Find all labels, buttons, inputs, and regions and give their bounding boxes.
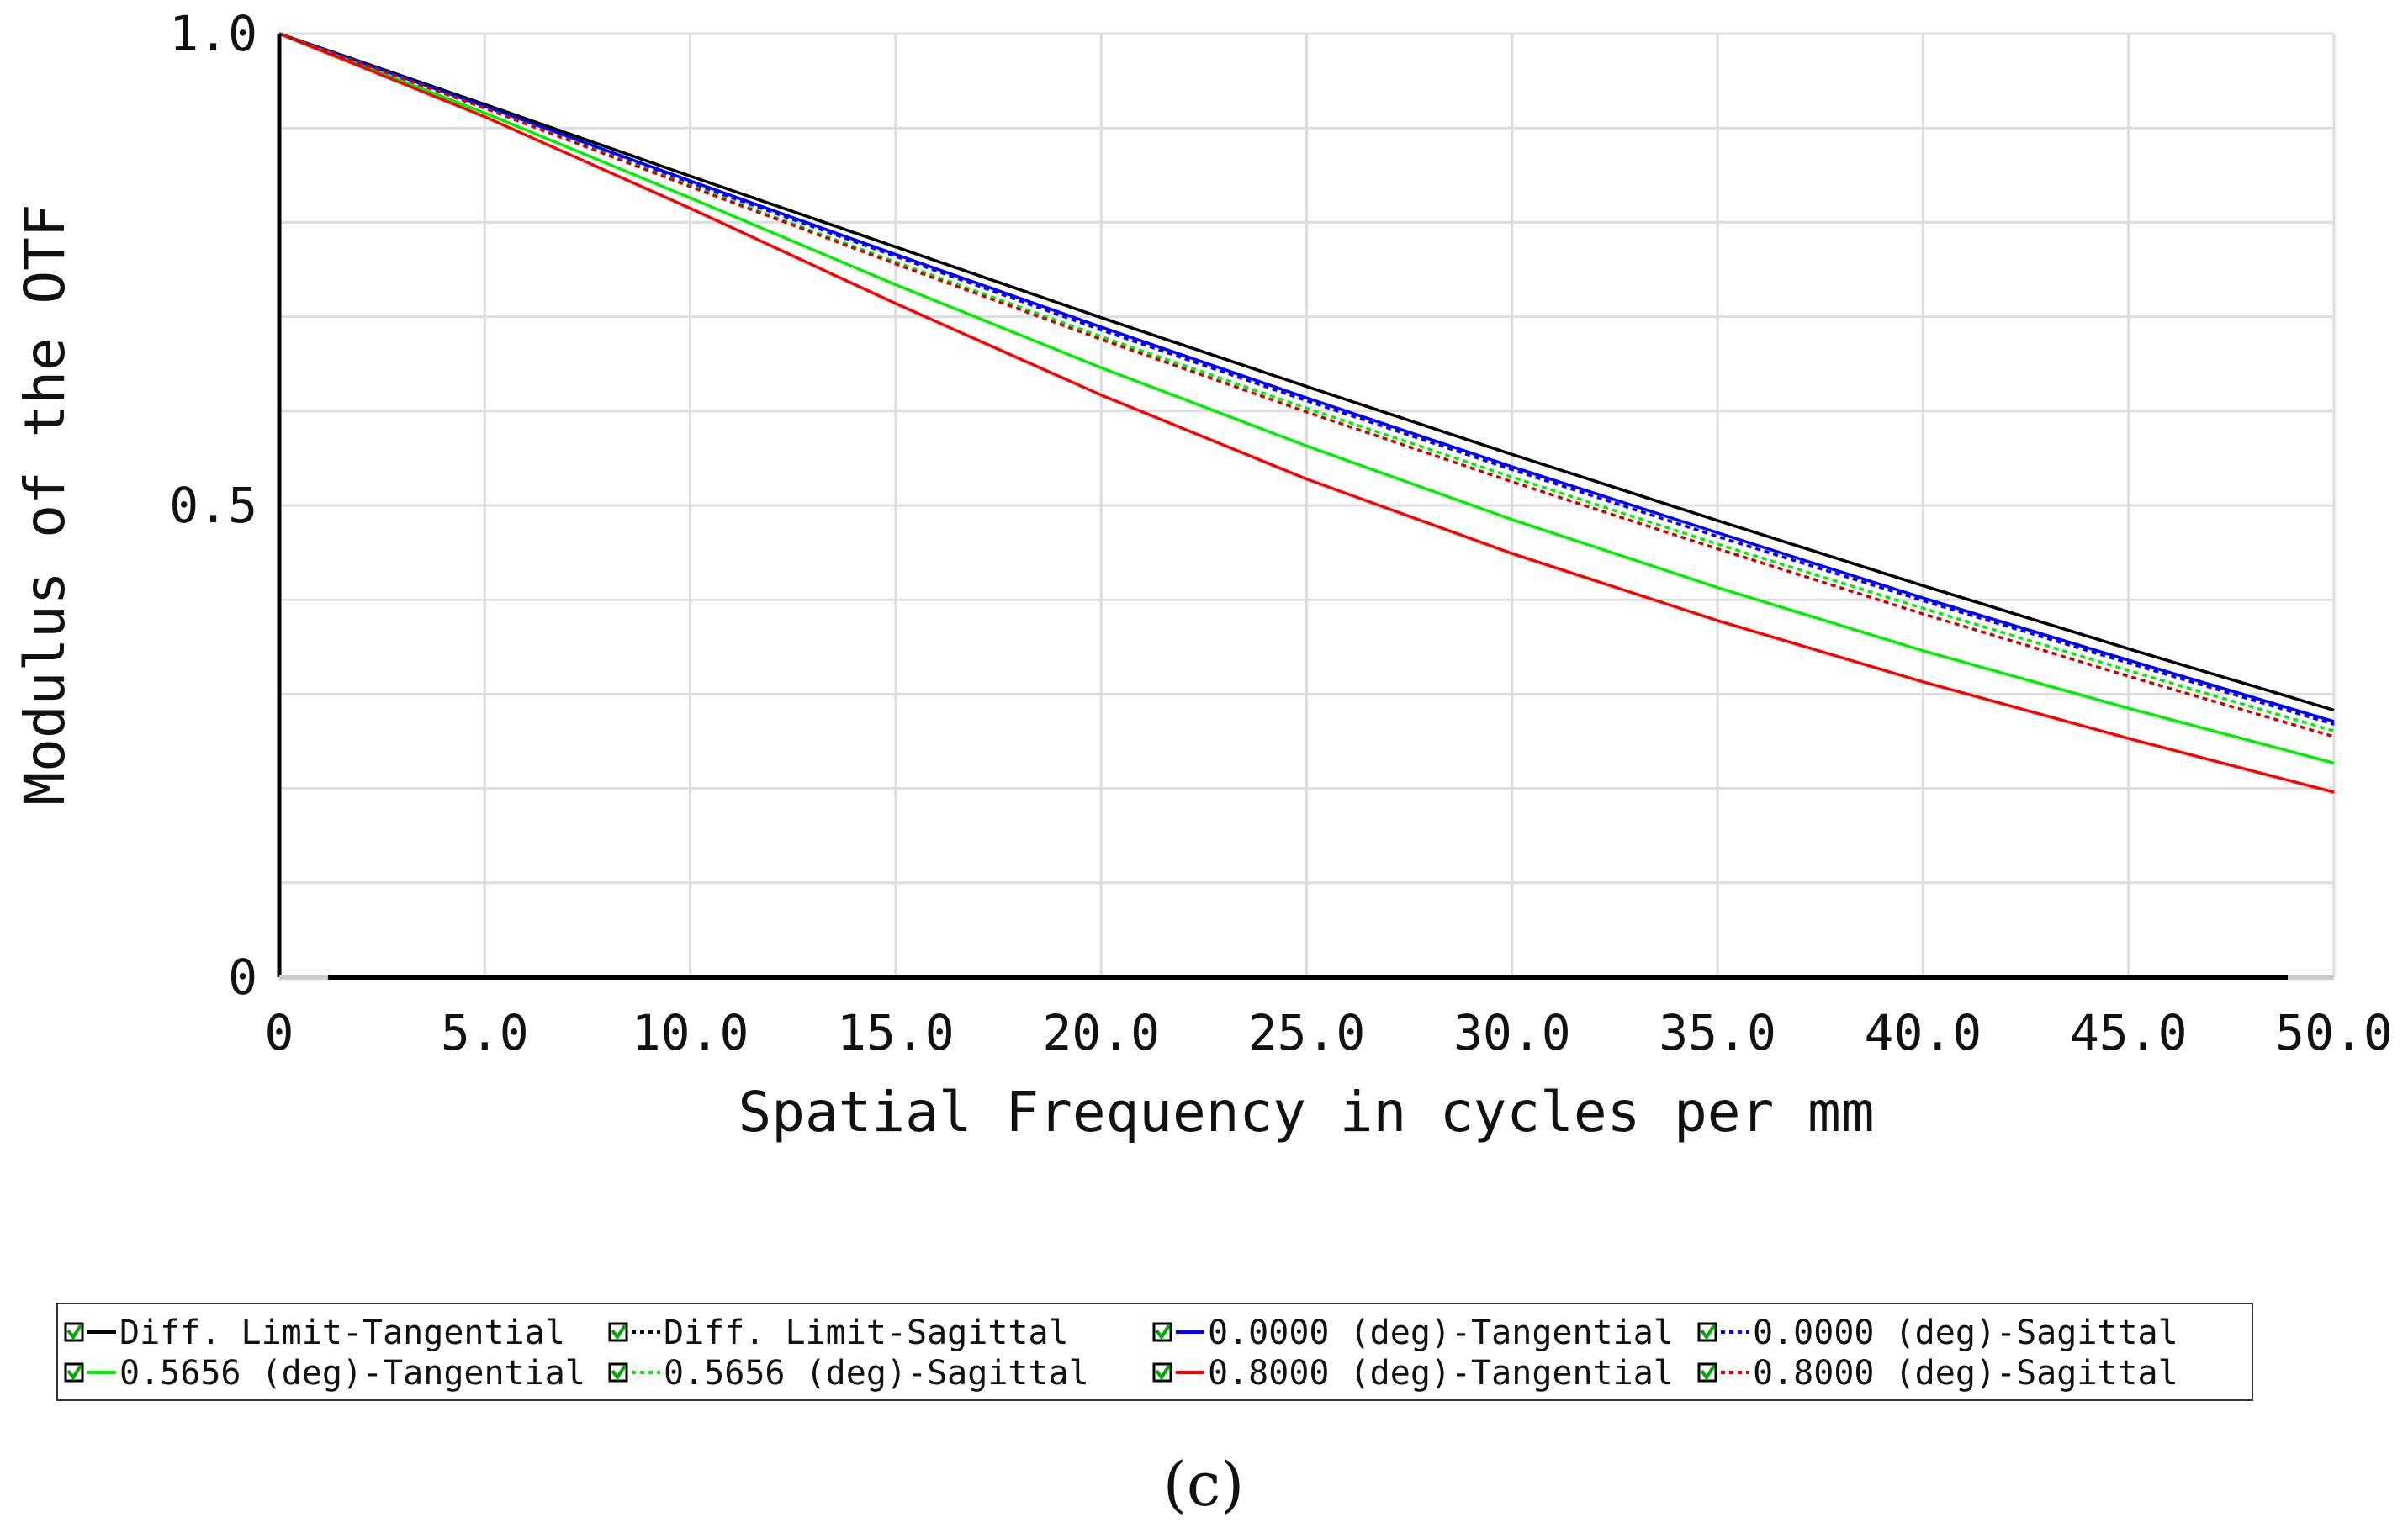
x-tick-label: 10.0 (632, 1004, 749, 1061)
grid (279, 32, 2336, 977)
series-line-4 (278, 32, 2335, 726)
series-line-3 (278, 32, 2335, 723)
legend-item: 0.8000 (deg)-Tangential (1152, 1354, 1674, 1393)
legend-label: 0.0000 (deg)-Tangential (1208, 1314, 1674, 1352)
legend-item: Diff. Limit-Sagittal (608, 1314, 1069, 1352)
legend-label: Diff. Limit-Sagittal (664, 1314, 1069, 1352)
legend-label: 0.5656 (deg)-Tangential (119, 1354, 585, 1393)
y-tick-label: 1.0 (169, 5, 257, 62)
legend-check-icon (1155, 1324, 1171, 1340)
x-tick-labels: 0 5.0 10.0 15.0 20.0 25.0 30.0 35.0 40.0 45.0 50.0 (265, 1004, 2393, 1061)
legend-item: 0.5656 (deg)-Sagittal (608, 1354, 1089, 1393)
legend-item: 0.0000 (deg)-Tangential (1152, 1314, 1674, 1352)
x-tick-label: 35.0 (1659, 1004, 1776, 1061)
legend-check-icon (66, 1324, 82, 1340)
legend-check-icon (66, 1364, 82, 1381)
series-line-2 (278, 32, 2335, 712)
series-line-5 (278, 32, 2335, 764)
legend-label: 0.5656 (deg)-Sagittal (664, 1354, 1089, 1393)
legend-label: 0.8000 (deg)-Sagittal (1753, 1354, 2178, 1393)
legend-item: 0.0000 (deg)-Sagittal (1697, 1314, 2178, 1352)
legend-label: Diff. Limit-Tangential (119, 1314, 565, 1352)
legend-check-icon (1700, 1364, 1716, 1381)
x-axis-title: Spatial Frequency in cycles per mm (738, 1080, 1874, 1145)
figure-caption: (c) (1163, 1449, 1245, 1520)
legend-check-icon (611, 1324, 627, 1340)
legend-check-icon (1155, 1364, 1171, 1381)
axes (277, 34, 2334, 980)
legend: Diff. Limit-Tangential Diff. Limit-Sagitt… (56, 1303, 2253, 1401)
x-tick-label: 45.0 (2070, 1004, 2188, 1061)
legend-check-icon (1700, 1324, 1716, 1340)
legend-check-icon (611, 1364, 627, 1381)
legend-label: 0.8000 (deg)-Tangential (1208, 1354, 1674, 1393)
legend-label: 0.0000 (deg)-Sagittal (1753, 1314, 2178, 1352)
legend-item: 0.8000 (deg)-Sagittal (1697, 1354, 2178, 1393)
x-tick-label: 20.0 (1042, 1004, 1160, 1061)
x-tick-label: 30.0 (1453, 1004, 1571, 1061)
series-line-7 (278, 32, 2335, 794)
y-tick-labels: 0 0.5 1.0 (169, 5, 257, 1006)
x-tick-label: 50.0 (2275, 1004, 2393, 1061)
y-tick-label: 0.5 (169, 477, 257, 534)
x-tick-label: 40.0 (1865, 1004, 1982, 1061)
series-line-8 (278, 32, 2335, 738)
y-axis-title: Modulus of the OTF (13, 204, 77, 805)
x-tick-label: 25.0 (1248, 1004, 1366, 1061)
series-lines (278, 32, 2335, 794)
x-tick-label: 0 (265, 1004, 294, 1061)
legend-item: Diff. Limit-Tangential (64, 1314, 565, 1352)
legend-box (56, 1303, 2253, 1401)
x-tick-label: 5.0 (441, 1004, 529, 1061)
x-tick-label: 15.0 (837, 1004, 955, 1061)
y-tick-label: 0 (228, 949, 257, 1006)
legend-item: 0.5656 (deg)-Tangential (64, 1354, 585, 1393)
